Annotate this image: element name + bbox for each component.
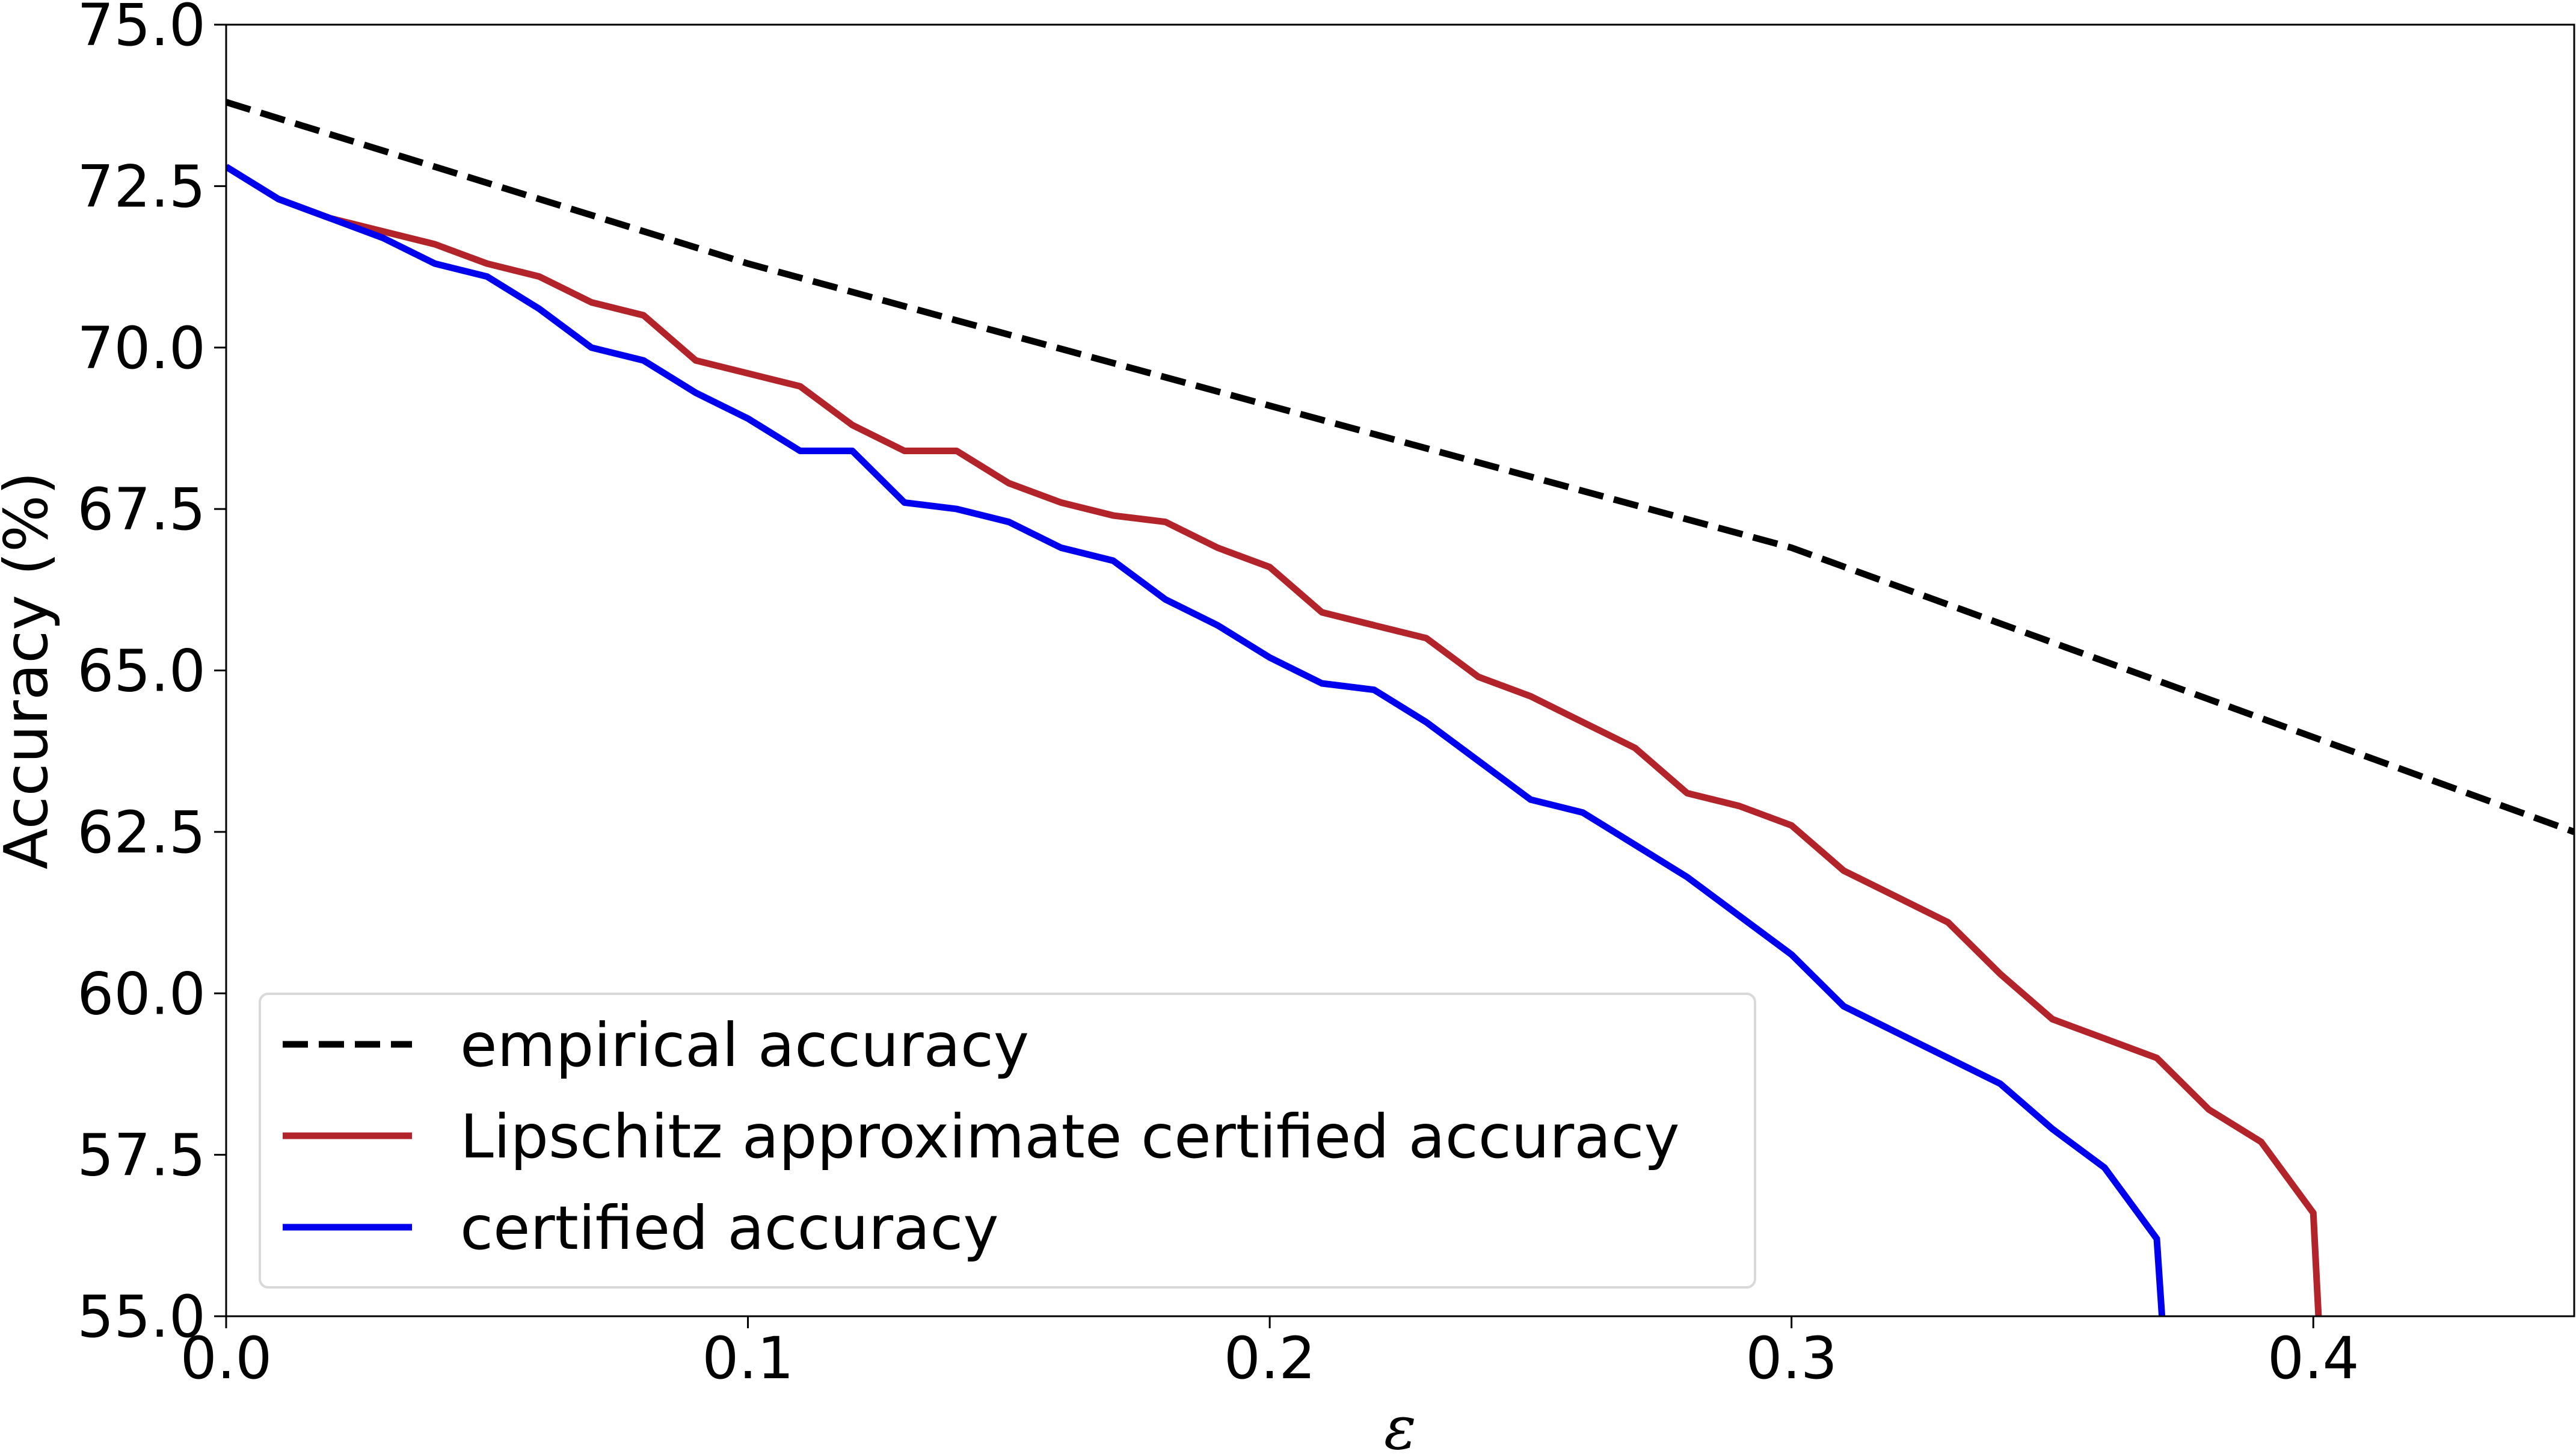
y-tick-label: 57.5 xyxy=(77,1122,206,1189)
y-tick-label: 72.5 xyxy=(77,153,206,220)
legend-label: empirical accuracy xyxy=(460,1010,1029,1080)
x-tick-label: 0.0 xyxy=(180,1325,272,1392)
y-tick-label: 62.5 xyxy=(77,799,206,866)
x-tick-label: 0.4 xyxy=(2267,1325,2359,1392)
series-line-empirical-accuracy xyxy=(226,99,2574,836)
y-tick-label: 75.0 xyxy=(77,0,206,59)
y-tick-label: 55.0 xyxy=(77,1283,206,1351)
y-tick-label: 70.0 xyxy=(77,315,206,382)
x-ticks: 0.0 0.1 0.2 0.3 0.4 xyxy=(180,1316,2359,1392)
series-line-lipschitz-approximate-certified-accuracy xyxy=(226,164,2322,1316)
plot-area xyxy=(226,99,2574,1316)
x-tick-label: 0.3 xyxy=(1745,1325,1837,1392)
legend: empirical accuracy Lipschitz approximate … xyxy=(259,993,1756,1289)
legend-box xyxy=(259,993,1756,1289)
y-ticks: 55.0 57.5 60.0 62.5 65.0 67.5 70.0 72.5 75.0 xyxy=(77,0,226,1351)
legend-label: Lipschitz approximate certified accuracy xyxy=(460,1101,1680,1172)
y-tick-label: 65.0 xyxy=(77,638,206,705)
y-tick-label: 67.5 xyxy=(77,476,206,543)
x-tick-label: 0.2 xyxy=(1224,1325,1316,1392)
y-axis-label: Accuracy (%) xyxy=(0,472,61,869)
legend-label: certified accuracy xyxy=(460,1193,999,1263)
x-tick-label: 0.1 xyxy=(702,1325,794,1392)
x-axis-label: ε xyxy=(1384,1393,1416,1454)
series-line-certified-accuracy xyxy=(226,164,2166,1316)
y-tick-label: 60.0 xyxy=(77,960,206,1027)
